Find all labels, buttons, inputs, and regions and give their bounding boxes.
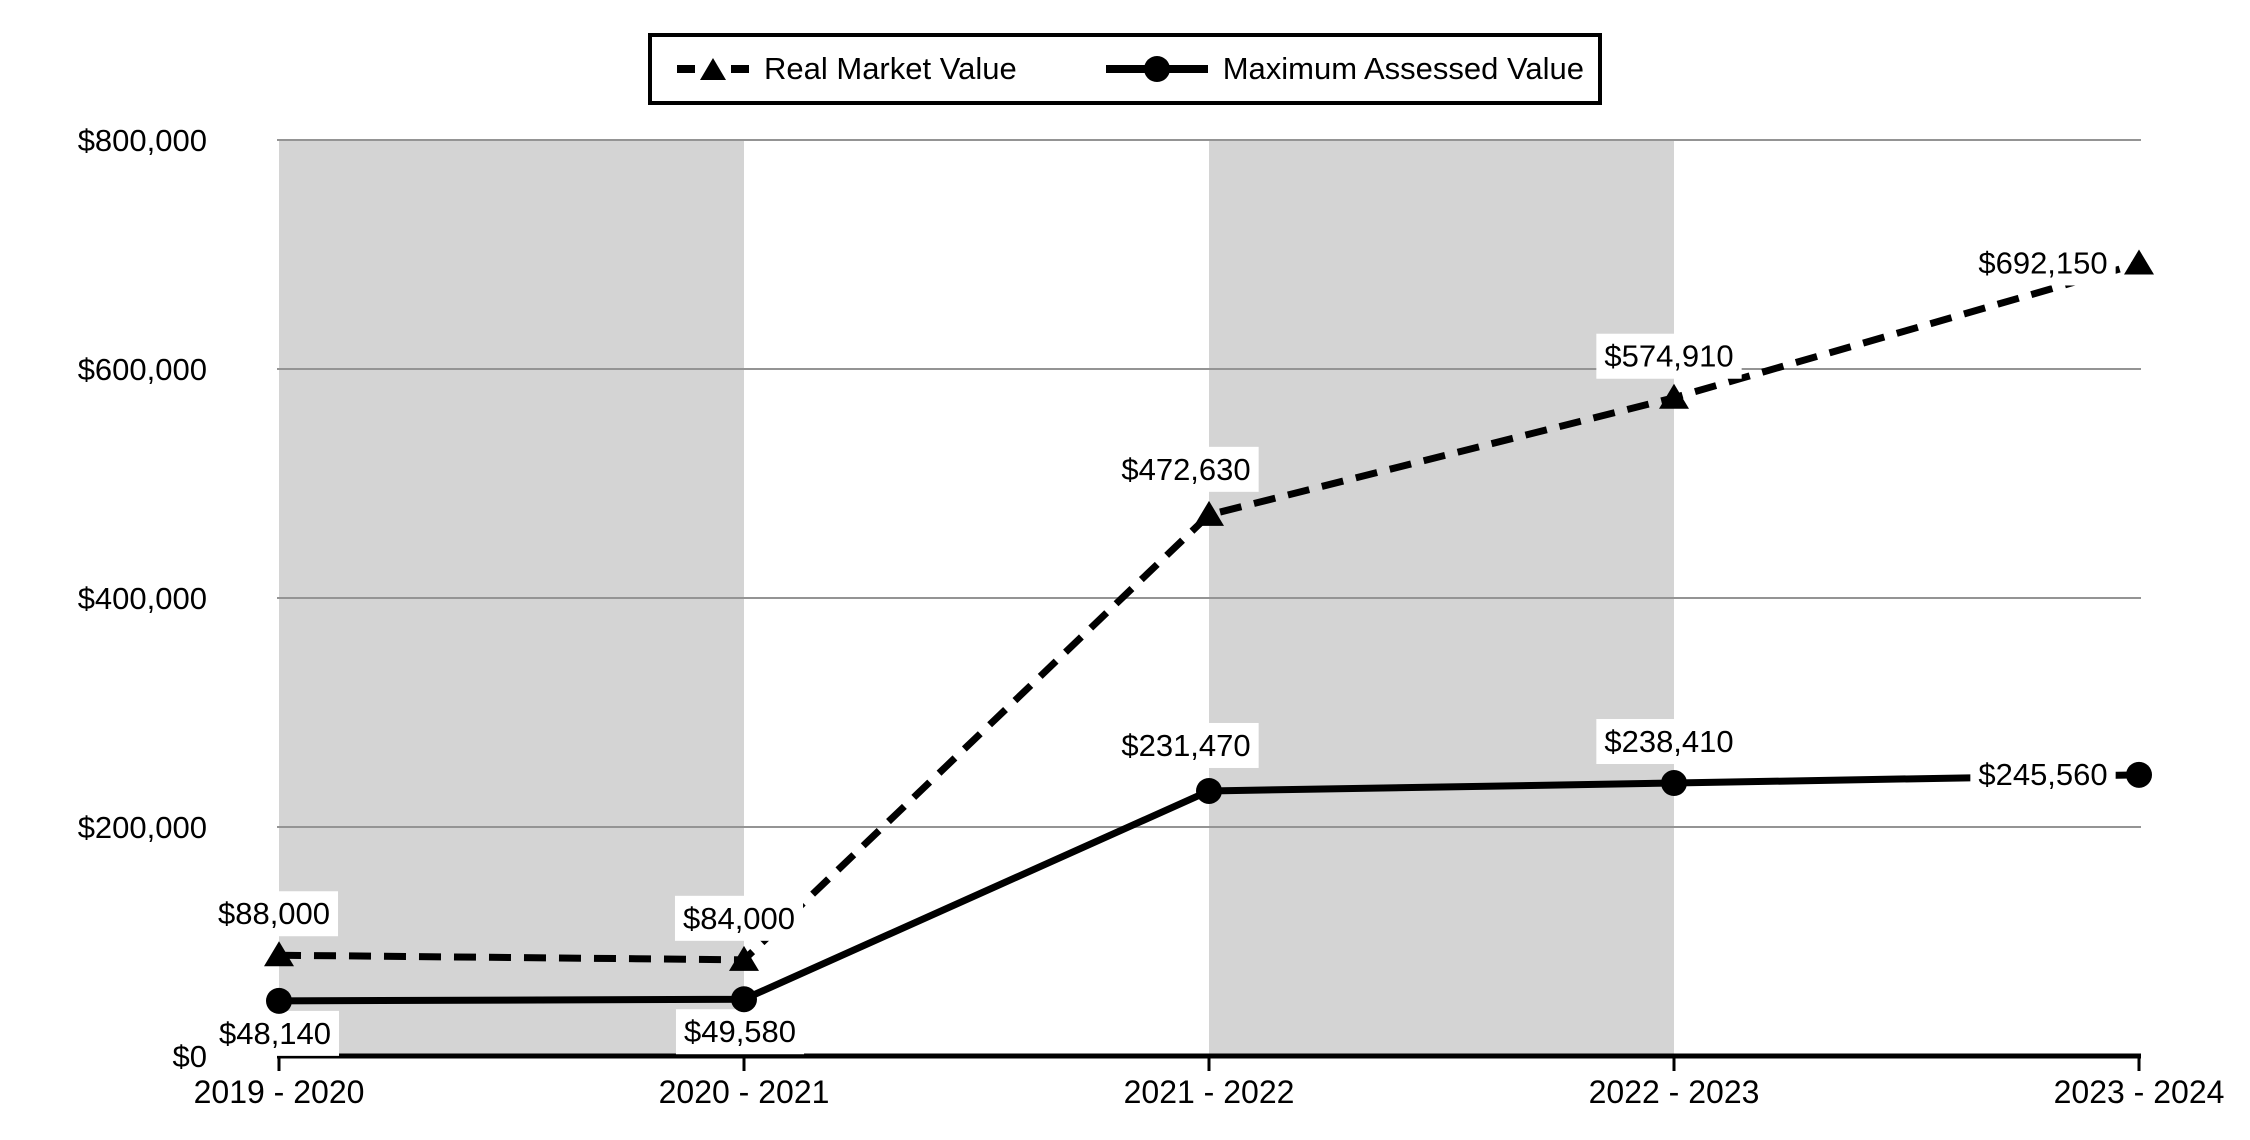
y-axis-tick-label: $600,000 bbox=[78, 352, 207, 387]
data-point-label-background bbox=[209, 891, 339, 937]
data-point-label-background bbox=[1970, 240, 2116, 286]
data-point-label: $472,630 bbox=[1113, 446, 1259, 492]
data-point-label-text: $231,470 bbox=[1121, 728, 1250, 763]
data-point-label-background bbox=[675, 1009, 805, 1055]
x-axis-category-label: 2022 - 2023 bbox=[1589, 1074, 1760, 1110]
solid-line-circle-sample-icon bbox=[1105, 56, 1208, 82]
data-point-label-text: $48,140 bbox=[219, 1016, 331, 1051]
circle-marker bbox=[1661, 770, 1687, 797]
data-point-label: $574,910 bbox=[1596, 333, 1742, 379]
circle-marker bbox=[731, 986, 757, 1013]
circle-marker bbox=[1196, 777, 1222, 804]
legend-label-real-market-value: Real Market Value bbox=[764, 51, 1017, 86]
x-axis-category-label: 2021 - 2022 bbox=[1124, 1074, 1295, 1110]
data-point-label-text: $49,580 bbox=[684, 1014, 796, 1049]
data-point-label: $84,000 bbox=[674, 895, 804, 941]
triangle-marker bbox=[2124, 249, 2154, 275]
data-point-label: $231,470 bbox=[1113, 722, 1259, 768]
legend-label-maximum-assessed-value: Maximum Assessed Value bbox=[1222, 51, 1584, 86]
data-point-label-text: $88,000 bbox=[218, 896, 330, 931]
x-axis-category-label: 2020 - 2021 bbox=[659, 1074, 830, 1110]
data-point-label: $48,140 bbox=[210, 1010, 340, 1056]
data-point-label: $49,580 bbox=[675, 1009, 805, 1055]
triangle-marker bbox=[729, 945, 759, 971]
legend: Real Market Value Maximum Assessed Value bbox=[648, 33, 1602, 105]
data-point-label: $88,000 bbox=[209, 891, 339, 937]
data-point-label-background bbox=[674, 895, 804, 941]
y-axis-tick-label: $400,000 bbox=[78, 581, 207, 616]
data-point-label-background bbox=[1113, 722, 1259, 768]
data-point-label: $692,150 bbox=[1970, 240, 2116, 286]
x-axis-category-label: 2023 - 2024 bbox=[2054, 1074, 2225, 1110]
data-point-label-text: $84,000 bbox=[683, 901, 795, 936]
y-axis-tick-label: $200,000 bbox=[78, 810, 207, 845]
data-point-label-background bbox=[1113, 446, 1259, 492]
data-point-label-text: $574,910 bbox=[1604, 339, 1733, 374]
y-axis-tick-label: $800,000 bbox=[78, 123, 207, 158]
dashed-line-triangle-sample-icon bbox=[677, 58, 749, 80]
triangle-marker bbox=[264, 941, 294, 967]
legend-item-real-market-value: Real Market Value bbox=[676, 51, 1017, 87]
data-point-label: $238,410 bbox=[1596, 719, 1742, 765]
x-axis-category-label: 2019 - 2020 bbox=[194, 1074, 365, 1110]
circle-marker bbox=[2126, 761, 2152, 788]
data-point-label-background bbox=[1596, 333, 1742, 379]
circle-marker bbox=[266, 987, 292, 1014]
triangle-marker bbox=[1659, 383, 1689, 409]
y-axis-tick-label: $0 bbox=[173, 1039, 207, 1074]
data-point-label-background bbox=[210, 1010, 340, 1056]
data-point-label-background bbox=[1970, 751, 2116, 797]
legend-item-maximum-assessed-value: Maximum Assessed Value bbox=[1105, 51, 1584, 87]
data-point-label-text: $692,150 bbox=[1978, 245, 2107, 280]
data-point-label-text: $472,630 bbox=[1121, 452, 1250, 487]
triangle-marker bbox=[1194, 500, 1224, 526]
data-point-label-text: $238,410 bbox=[1604, 724, 1733, 759]
data-point-label: $245,560 bbox=[1970, 751, 2116, 797]
data-point-label-background bbox=[1596, 719, 1742, 765]
data-point-label-text: $245,560 bbox=[1978, 757, 2107, 792]
